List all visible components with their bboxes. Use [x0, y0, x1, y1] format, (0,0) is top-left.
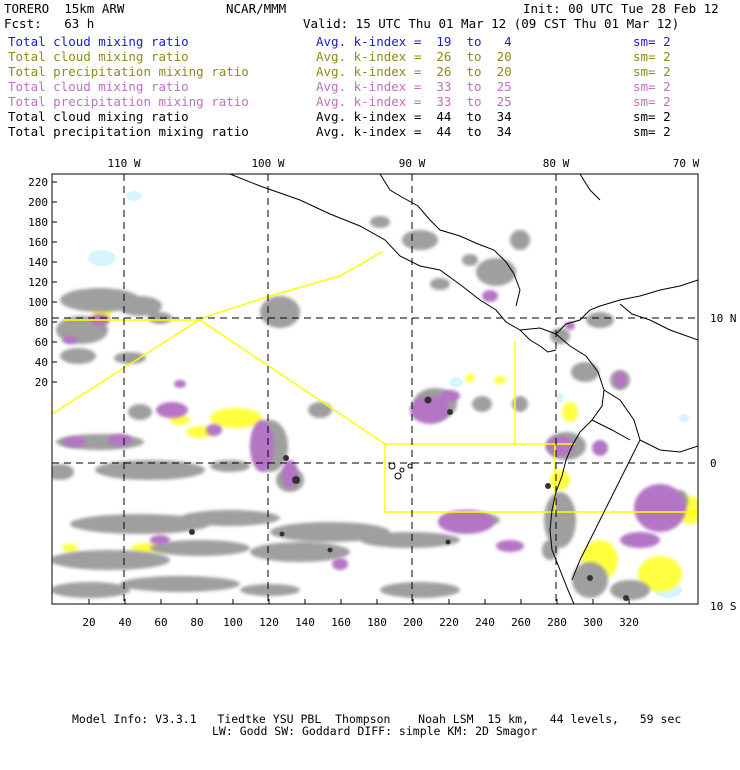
legend-field: Total precipitation mixing ratio	[8, 94, 249, 109]
y-tick-label: 80	[35, 316, 48, 329]
yellow-region-borders	[52, 251, 698, 513]
longitude-label: 80 W	[543, 157, 570, 170]
y-tick-label: 40	[35, 356, 48, 369]
y-tick-label: 200	[28, 196, 48, 209]
y-tick-label: 160	[28, 236, 48, 249]
legend-smoothing: sm= 2	[633, 34, 671, 49]
legend-smoothing: sm= 2	[633, 124, 671, 139]
legend-k-index: Avg. k-index = 44 to 34	[316, 109, 512, 124]
map-axes: 220 200 180 160 140 120 100 80 60 40 20 20 40 60 80 100…	[28, 157, 736, 629]
footer-physics-info: LW: Godd SW: Goddard DIFF: simple KM: 2D…	[212, 724, 538, 738]
longitude-label: 100 W	[251, 157, 284, 170]
y-tick-label: 60	[35, 336, 48, 349]
forecast-hour: Fcst: 63 h	[4, 16, 95, 31]
legend-k-index: Avg. k-index = 26 to 20	[316, 49, 512, 64]
legend-k-index: Avg. k-index = 33 to 25	[316, 94, 512, 109]
longitude-label: 110 W	[107, 157, 140, 170]
valid-time: Valid: 15 UTC Thu 01 Mar 12 (09 CST Thu …	[303, 16, 680, 31]
latitude-label: 10 S	[710, 600, 737, 613]
legend-row: Total cloud mixing ratio Avg. k-index = 2…	[8, 49, 733, 64]
x-tick-label: 280	[547, 616, 567, 629]
legend-smoothing: sm= 2	[633, 64, 671, 79]
legend-smoothing: sm= 2	[633, 109, 671, 124]
latitude-label: 10 N	[710, 312, 737, 325]
legend-row: Total cloud mixing ratio Avg. k-index = 4…	[8, 109, 733, 124]
legend-field: Total cloud mixing ratio	[8, 109, 189, 124]
legend-row: Total precipitation mixing ratio Avg. k-i…	[8, 124, 733, 139]
x-tick-label: 320	[619, 616, 639, 629]
longitude-label: 70 W	[673, 157, 700, 170]
legend-row: Total precipitation mixing ratio Avg. k-i…	[8, 64, 733, 79]
x-tick-label: 260	[511, 616, 531, 629]
legend-k-index: Avg. k-index = 19 to 4	[316, 34, 512, 49]
legend-k-index: Avg. k-index = 26 to 20	[316, 64, 512, 79]
x-tick-label: 80	[190, 616, 203, 629]
x-tick-label: 20	[82, 616, 95, 629]
legend-row: Total cloud mixing ratio Avg. k-index = 1…	[8, 34, 733, 49]
footer-model-info: Model Info: V3.3.1 Tiedtke YSU PBL Thomp…	[72, 712, 682, 726]
x-tick-label: 300	[583, 616, 603, 629]
legend-field: Total precipitation mixing ratio	[8, 124, 249, 139]
legend-smoothing: sm= 2	[633, 94, 671, 109]
longitude-label: 90 W	[399, 157, 426, 170]
legend-row: Total cloud mixing ratio Avg. k-index = 3…	[8, 79, 733, 94]
y-tick-label: 20	[35, 376, 48, 389]
x-tick-label: 180	[367, 616, 387, 629]
x-tick-label: 200	[403, 616, 423, 629]
x-tick-label: 140	[295, 616, 315, 629]
y-tick-label: 180	[28, 216, 48, 229]
y-tick-label: 220	[28, 176, 48, 189]
legend-field: Total cloud mixing ratio	[8, 49, 189, 64]
legend-row: Total precipitation mixing ratio Avg. k-i…	[8, 94, 733, 109]
y-tick-label: 120	[28, 276, 48, 289]
x-tick-label: 100	[223, 616, 243, 629]
dark-precip-cores	[189, 396, 629, 601]
x-tick-label: 120	[259, 616, 279, 629]
legend-field: Total cloud mixing ratio	[8, 34, 189, 49]
x-tick-label: 240	[475, 616, 495, 629]
weather-map: 220 200 180 160 140 120 100 80 60 40 20 20 40 60 80 100…	[28, 157, 736, 629]
legend-field: Total cloud mixing ratio	[8, 79, 189, 94]
x-tick-label: 60	[154, 616, 167, 629]
legend-field: Total precipitation mixing ratio	[8, 64, 249, 79]
coastline	[229, 174, 698, 604]
map-frame	[51, 173, 699, 605]
light-cyan-cloud-layer	[88, 191, 689, 598]
legend-smoothing: sm= 2	[633, 79, 671, 94]
model-name: TORERO 15km ARW	[4, 1, 125, 16]
legend-smoothing: sm= 2	[633, 49, 671, 64]
organization: NCAR/MMM	[226, 1, 287, 16]
latitude-label: 0	[710, 457, 717, 470]
x-tick-label: 40	[118, 616, 131, 629]
y-tick-label: 140	[28, 256, 48, 269]
init-time: Init: 00 UTC Tue 28 Feb 12	[523, 1, 719, 16]
x-tick-label: 160	[331, 616, 351, 629]
galapagos-islands	[388, 462, 413, 480]
legend-k-index: Avg. k-index = 44 to 34	[316, 124, 512, 139]
legend-k-index: Avg. k-index = 33 to 25	[316, 79, 512, 94]
y-tick-label: 100	[28, 296, 48, 309]
x-tick-label: 220	[439, 616, 459, 629]
purple-precip-layer	[62, 290, 686, 570]
